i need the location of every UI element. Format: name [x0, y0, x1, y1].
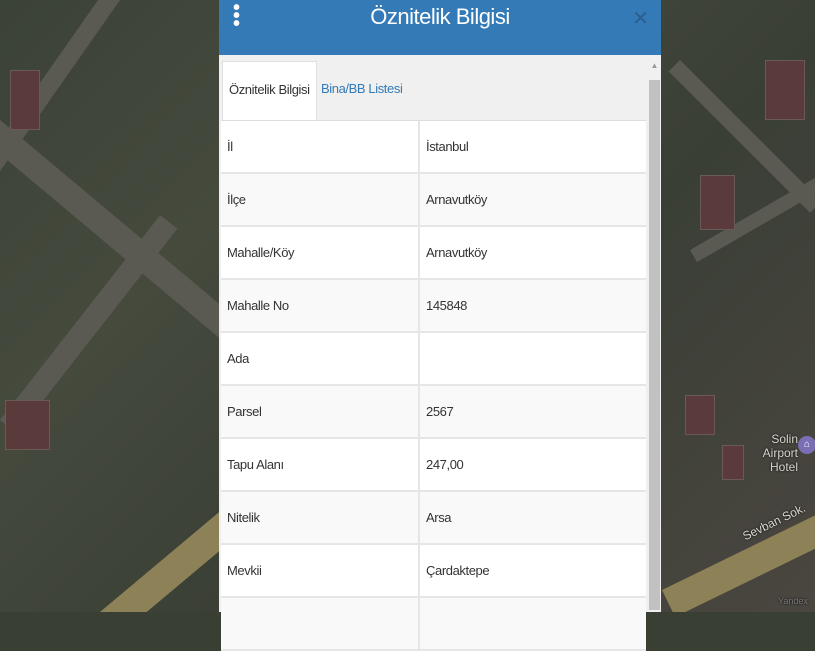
map-building — [10, 70, 40, 130]
attribute-name: İl — [221, 121, 420, 172]
attribute-info-panel: • • • Öznitelik Bilgisi ✕ Öznitelik Bilgis… — [219, 0, 661, 651]
attribute-value: Arnavutköy — [426, 192, 488, 207]
attribute-table: İl İstanbul İlçe Arnavutköy Mahalle/Köy Arnav… — [221, 120, 646, 651]
attribute-value: Arsa — [426, 510, 452, 525]
panel-title: Öznitelik Bilgisi — [370, 4, 510, 29]
map-label-hotel[interactable]: Solin Airport Hotel — [762, 432, 798, 474]
attribute-value: 145848 — [426, 298, 467, 313]
table-row: Tapu Alanı 247,00 — [221, 439, 646, 492]
attribute-name: Parsel — [221, 386, 420, 437]
table-row: Mahalle No 145848 — [221, 280, 646, 333]
attribute-value: 247,00 — [426, 457, 464, 472]
table-row: Mahalle/Köy Arnavutköy — [221, 227, 646, 280]
attribute-value: Arnavutköy — [426, 245, 488, 260]
attribute-name: Ada — [221, 333, 420, 384]
hotel-icon[interactable]: ⌂ — [798, 436, 815, 454]
map-provider-logo: Yandex — [778, 596, 808, 606]
attribute-value: İstanbul — [426, 139, 469, 154]
panel-header: • • • Öznitelik Bilgisi ✕ — [219, 0, 661, 55]
scroll-up-icon[interactable]: ▲ — [650, 61, 659, 70]
attribute-value — [420, 333, 646, 384]
map-building — [700, 175, 735, 230]
attribute-name — [221, 598, 420, 649]
tab-building-list[interactable]: Bina/BB Listesi — [321, 81, 403, 96]
attribute-name: Mahalle No — [221, 280, 420, 331]
map-building — [685, 395, 715, 435]
scrollbar-thumb[interactable] — [649, 80, 660, 610]
attribute-name: Nitelik — [221, 492, 420, 543]
table-row: Nitelik Arsa — [221, 492, 646, 545]
attribute-value — [420, 598, 646, 649]
attribute-name: İlçe — [221, 174, 420, 225]
table-row: İlçe Arnavutköy — [221, 174, 646, 227]
menu-icon[interactable]: • • • — [233, 0, 241, 35]
tab-bar: Öznitelik Bilgisi Bina/BB Listesi — [219, 55, 661, 120]
attribute-name: Tapu Alanı — [221, 439, 420, 490]
attribute-value: 2567 — [426, 404, 454, 419]
table-row: İl İstanbul — [221, 121, 646, 174]
table-row: Parsel 2567 — [221, 386, 646, 439]
table-row: Ada — [221, 333, 646, 386]
close-icon[interactable]: ✕ — [632, 8, 649, 30]
map-building — [722, 445, 744, 480]
table-row — [221, 598, 646, 651]
attribute-value: Çardaktepe — [426, 563, 490, 578]
tab-attribute-info[interactable]: Öznitelik Bilgisi — [222, 61, 317, 120]
map-building — [5, 400, 50, 450]
scrollbar[interactable]: ▲ — [648, 58, 661, 612]
attribute-name: Mahalle/Köy — [221, 227, 420, 278]
attribute-name: Mevkii — [221, 545, 420, 596]
table-row: Mevkii Çardaktepe — [221, 545, 646, 598]
map-building — [765, 60, 805, 120]
